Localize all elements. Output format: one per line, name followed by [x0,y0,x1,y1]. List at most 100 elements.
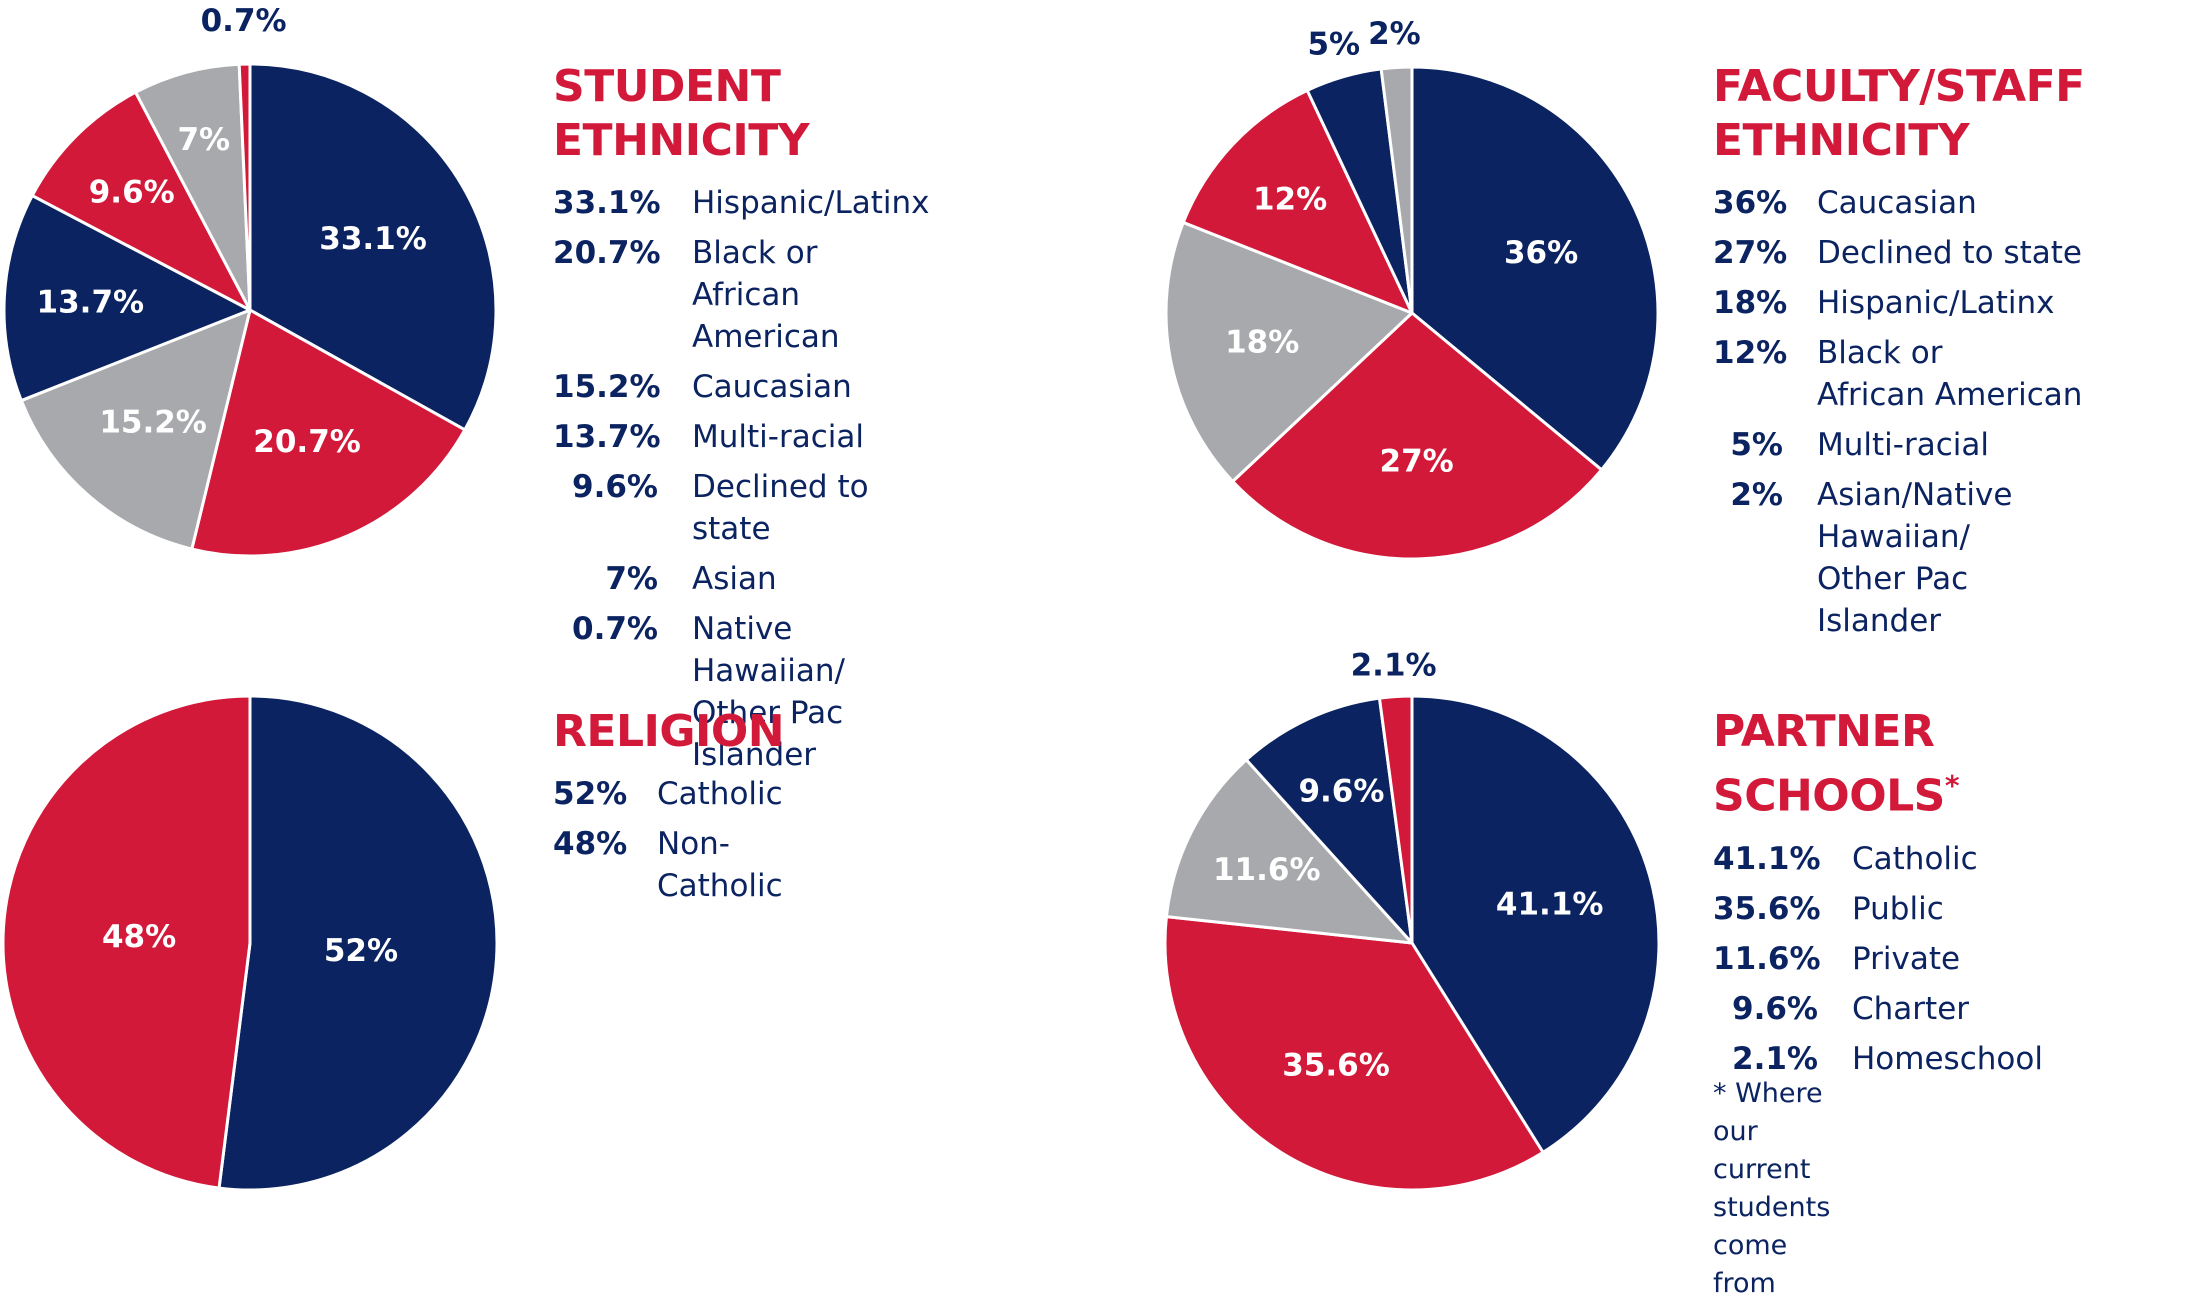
legend-label: Charter [1852,990,1970,1027]
legend-label: Multi-racial [692,419,864,455]
faculty-staff-ethnicity-slice-caucasian [1410,65,1660,472]
legend-item: 48% Non-Catholic [553,823,784,907]
legend-item: 12% Black or African American [1713,332,2085,416]
religion-pie: 52% 48% [1,694,499,1192]
legend-percent: 9.6% [572,469,658,505]
partner-schools-pie: 41.1% 35.6% 11.6% 9.6% 2.1% [1163,647,1661,1192]
partner-schools-footnote: * Where our current students come from [1713,1078,1831,1299]
student-ethnicity-slice-asian [134,62,252,312]
student-ethnicity-slice-label: 0.7% [201,3,287,39]
legend-label: Declined to state [1817,235,2082,271]
legend-label: Asian/Native Hawaiian/ Other Pac Islande… [1817,477,2013,639]
student-ethnicity-slice-label: 7% [177,122,230,158]
chart-title: RELIGION [553,706,785,757]
student-ethnicity-pie: 33.1% 20.7% 15.2% 13.7% 9.6%7% 0.7% [2,3,498,558]
faculty-staff-ethnicity-slice-label: 27% [1380,444,1454,480]
legend-percent: 0.7% [572,611,658,647]
chart-title: STUDENT ETHNICITY [553,61,810,166]
faculty-staff-ethnicity-slice-label: 36% [1504,235,1578,271]
religion-legend: RELIGION 52% Catholic 48% Non-Catholic [553,705,785,915]
partner-schools-legend: PARTNER SCHOOLS* 41.1% Catholic 35.6% Public… [1713,705,2043,1088]
legend-item: 36% Caucasian [1713,182,2085,224]
legend-label: Homeschool [1852,1040,2043,1077]
legend-item: 2% Asian/Native Hawaiian/ Other Pac Islan… [1713,474,2085,642]
legend-percent: 48% [553,826,628,862]
legend-item: 33.1% Hispanic/Latinx [553,182,930,224]
legend-percent: 33.1% [553,185,661,221]
legend-percent: 2.1% [1732,1040,1818,1077]
legend-label: Hispanic/Latinx [1817,285,2055,321]
legend-label: Catholic [1852,840,1978,877]
chart-title: FACULTY/STAFF ETHNICITY [1713,61,2085,166]
legend-label: Public [1852,890,1944,927]
legend-label: Declined to state [692,469,869,547]
legend-label: Multi-racial [1817,427,1989,463]
legend-item: 0.7% Native Hawaiian/ Other Pac Islander [553,608,930,776]
religion-slice-non-catholic [1,694,252,1190]
faculty-staff-ethnicity-slice-hispanic-latinx [1164,220,1414,483]
legend-item: 52% Catholic [553,773,784,815]
legend-percent: 15.2% [553,369,661,405]
student-ethnicity-slice-multi-racial [2,194,252,403]
faculty-staff-ethnicity-slice-black-or-african-american [1181,88,1414,315]
legend-item: 35.6% Public [1713,888,2043,930]
partner-schools-slice-label: 35.6% [1282,1047,1390,1083]
legend-item: 7% Asian [553,558,930,600]
legend-label: Black or African American [692,235,840,355]
legend-percent: 41.1% [1713,840,1821,877]
student-ethnicity-slice-black-or-african-american [190,308,467,558]
legend-label: Asian [692,561,777,597]
legend-label: Caucasian [1817,185,1977,221]
student-ethnicity-slice-native-hawaiian-other-pac-islander [237,62,252,312]
legend-percent: 35.6% [1713,890,1821,927]
student-ethnicity-legend: STUDENT ETHNICITY 33.1% Hispanic/Latinx 20.… [553,60,930,784]
legend-label: Non-Catholic [657,826,783,904]
legend-percent: 27% [1713,235,1788,271]
legend-item: 41.1% Catholic [1713,838,2043,880]
legend-item: 18% Hispanic/Latinx [1713,282,2085,324]
legend-percent: 2% [1730,477,1783,513]
legend-percent: 13.7% [553,419,661,455]
legend-item: 9.6% Declined to state [553,466,930,550]
student-ethnicity-slice-hispanic-latinx [248,62,498,432]
legend-item: 27% Declined to state [1713,232,2085,274]
faculty-staff-ethnicity-slice-label: 5% [1307,27,1360,63]
partner-schools-slice-homeschool [1378,694,1414,945]
faculty-staff-ethnicity-slice-declined-to-state [1231,311,1604,561]
partner-schools-slice-label: 11.6% [1213,852,1321,888]
title-footnote-mark: * [1944,769,1960,802]
legend-item: 20.7% Black or African American [553,232,930,358]
legend-label: Hispanic/Latinx [692,185,930,221]
legend-percent: 52% [553,776,628,812]
faculty-staff-ethnicity-slice-asian-native-hawaiian-other-pac-islander [1379,65,1414,315]
legend-percent: 18% [1713,285,1788,321]
student-ethnicity-slice-label: 9.6% [89,175,175,211]
legend-label: Native Hawaiian/ Other Pac Islander [692,611,845,773]
legend-percent: 36% [1713,185,1788,221]
partner-schools-slice-catholic [1410,694,1661,1154]
faculty-staff-ethnicity-slice-label: 2% [1368,16,1421,52]
faculty-staff-ethnicity-slice-label: 12% [1253,181,1327,217]
legend-percent: 7% [605,561,658,597]
faculty-staff-ethnicity-legend: FACULTY/STAFF ETHNICITY 36% Caucasian 27% De… [1713,60,2085,650]
student-ethnicity-slice-label: 13.7% [37,284,145,320]
student-ethnicity-slice-label: 15.2% [99,404,207,440]
legend-item: 13.7% Multi-racial [553,416,930,458]
legend-item: 2.1% Homeschool [1713,1038,2043,1080]
legend-label: Black or African American [1817,335,2083,413]
legend-item: 15.2% Caucasian [553,366,930,408]
religion-slice-label: 52% [324,933,398,969]
legend-percent: 20.7% [553,235,661,271]
faculty-staff-ethnicity-slice-label: 18% [1225,325,1299,361]
religion-slice-label: 48% [102,919,176,955]
legend-label: Catholic [657,776,783,812]
legend-percent: 12% [1713,335,1788,371]
student-ethnicity-slice-caucasian [19,308,252,551]
chart-title: PARTNER SCHOOLS* [1713,706,1960,822]
student-ethnicity-slice-label: 33.1% [319,221,427,257]
student-ethnicity-slice-label: 20.7% [253,424,361,460]
legend-item: 11.6% Private [1713,938,2043,980]
religion-slice-catholic [217,694,499,1192]
partner-schools-slice-label: 9.6% [1298,774,1384,810]
legend-item: 9.6% Charter [1713,988,2043,1030]
